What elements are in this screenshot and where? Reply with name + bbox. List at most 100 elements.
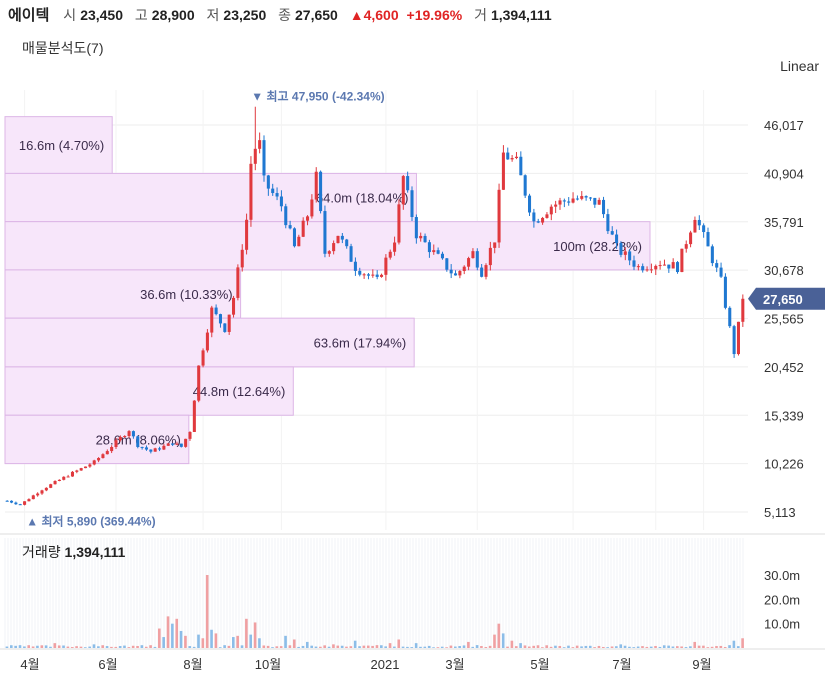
candle-body [641,266,645,271]
candle-body [353,261,357,271]
candle-body [70,471,74,477]
volume-profile-label: 36.6m (10.33%) [140,287,233,302]
volume-bar [314,646,318,648]
candle-body [706,232,710,247]
volume-bar [454,646,457,648]
volume-bar [366,645,370,648]
volume-bar [514,646,518,648]
volume-panel-value: 1,394,111 [64,544,126,560]
volume-bar [101,645,105,648]
candle-body [136,436,140,447]
candle-body [201,350,205,366]
volume-bar [70,647,74,648]
volume-bar [171,623,174,648]
volume-bar [144,646,148,648]
candle-body [188,431,192,439]
volume-bar [623,645,627,648]
volume-bar [218,647,222,648]
candle-body [88,464,92,467]
candle-body [123,436,127,438]
candle-body [562,200,566,202]
candle-body [615,234,619,244]
candle-body [27,499,31,502]
indicator-label[interactable]: 매물분석도(7) [22,40,104,56]
volume-bar [632,647,636,648]
candle-body [497,189,501,243]
candle-body [332,243,336,252]
volume-bar [414,643,418,648]
candle-body [118,436,122,441]
y-tick-label: 10,226 [764,457,804,472]
candle-body [445,258,449,270]
scale-toggle[interactable]: Linear [780,58,819,74]
x-tick-label: 6월 [98,657,117,672]
candle-body [654,265,658,270]
candle-body [44,487,48,491]
candle-body [584,196,588,198]
volume-bar [279,646,283,648]
volume-bar [97,646,100,648]
volume-bar [84,647,87,648]
candle-body [593,197,597,205]
candle-body [232,297,236,315]
candle-body [79,468,83,471]
volume-bar [684,647,688,648]
candle-body [301,220,305,237]
volume-bar [118,646,122,648]
volume-profile-label: 64.0m (18.04%) [316,191,409,206]
volume-bar [636,646,640,648]
candle-body [319,171,323,212]
volume-bar [345,646,348,648]
volume-bar [715,646,718,648]
candle-body [245,219,249,250]
candle-body [388,251,392,258]
candle-body [162,445,166,450]
candle-body [580,196,584,199]
candle-body [105,451,109,455]
volume-bar [549,646,553,648]
volume-bar [79,646,83,648]
volume-bar [649,646,653,648]
y-tick-label: 30,678 [764,263,804,278]
y-tick-label: 5,113 [764,505,796,520]
volume-bar [62,645,65,648]
candle-body [14,502,18,505]
candle-body [127,431,131,437]
volume-bar [127,647,131,648]
volume-bar [240,645,244,648]
stock-header: 에이텍 시 23,450 고 28,900 저 23,250 종 27,650 ▲4,6… [8,4,560,26]
y-tick-label: 35,791 [764,215,804,230]
candle-body [588,197,592,199]
candle-body [454,273,458,276]
volume-bar [262,645,266,648]
candle-body [362,274,366,276]
current-price-label: 27,650 [763,292,803,307]
candle-body [610,231,614,235]
volume-bar [741,638,744,648]
candle-body [140,446,144,448]
volume-value: 1,394,111 [490,7,552,23]
candle-body [101,454,105,459]
candle-body [262,140,266,176]
y-tick-label: 40,904 [764,166,804,181]
volume-bar [484,646,488,648]
candle-body [149,449,153,452]
volume-bar [493,634,496,648]
volume-bar [92,644,96,648]
candle-body [488,247,492,266]
volume-bar [671,646,675,648]
candle-body [558,200,562,205]
volume-bar [732,640,736,648]
volume-bar [275,646,279,648]
candle-body [310,199,314,217]
volume-bar [462,645,466,648]
volume-bar [562,647,566,648]
candle-body [236,267,240,298]
volume-bar [528,646,531,648]
volume-bar [288,645,292,648]
candle-body [506,152,510,160]
low-value: 23,250 [223,7,267,23]
candle-body [671,262,675,269]
candle-body [667,264,671,269]
